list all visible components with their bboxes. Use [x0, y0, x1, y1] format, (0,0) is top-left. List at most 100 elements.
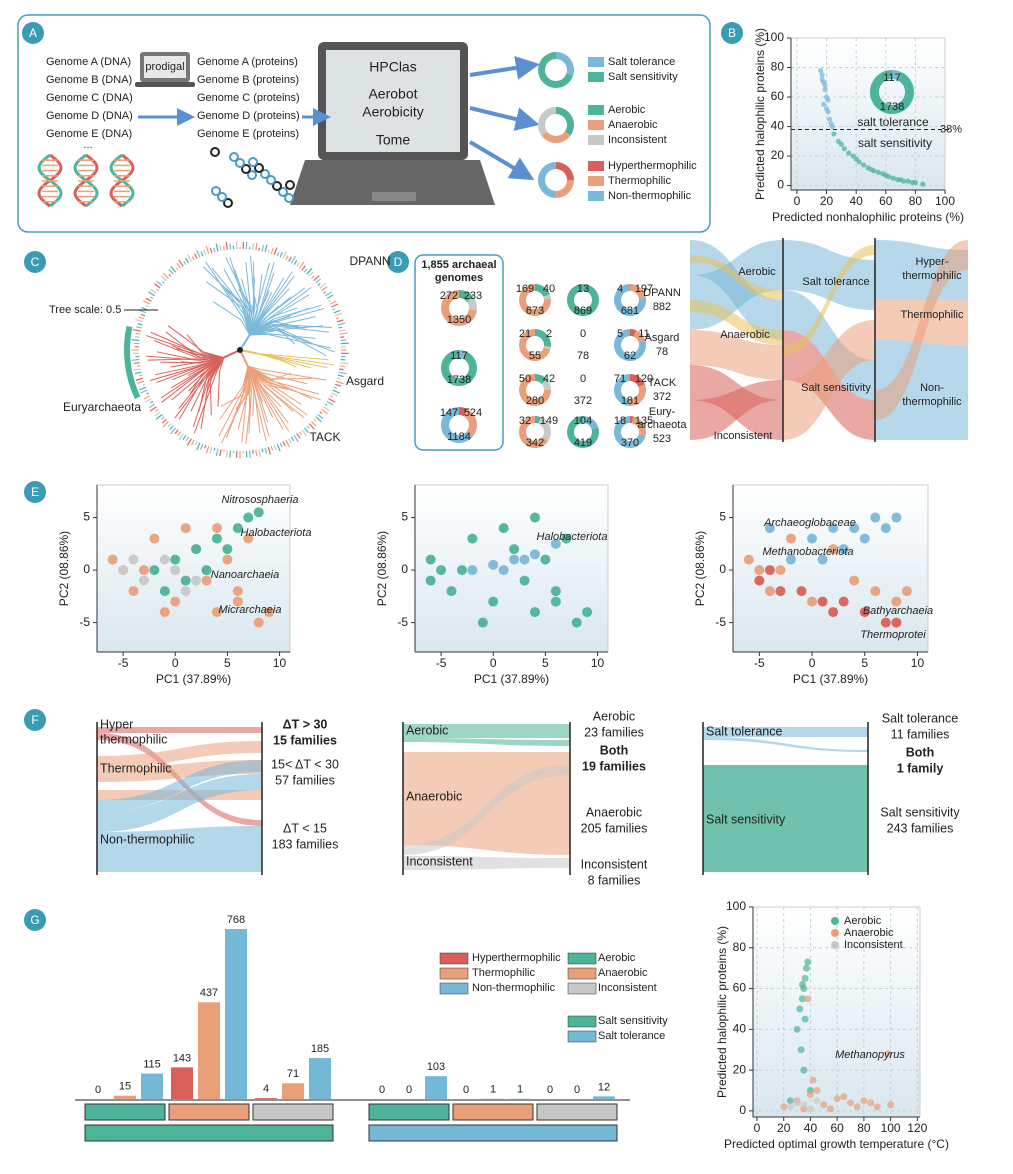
y-axis-label: Predicted halophilic proteins (%)	[715, 926, 729, 1098]
group-count: 523	[653, 433, 671, 445]
point	[797, 586, 807, 596]
ring-tick	[268, 250, 269, 253]
ring-tick	[131, 340, 139, 341]
donut-label: 117	[450, 350, 468, 362]
annotation: Thermoprotei	[860, 629, 926, 641]
point	[804, 995, 811, 1002]
y-axis-label: PC2 (08.86%)	[693, 531, 707, 606]
point	[191, 544, 201, 554]
point	[582, 607, 592, 617]
y-tick-label: 0	[719, 562, 726, 576]
node-label: Salt tolerance	[802, 276, 869, 288]
ring-tick	[157, 281, 163, 286]
x-axis-label: PC1 (37.89%)	[474, 672, 549, 686]
oxygen-group-box	[169, 1104, 249, 1120]
donut-label: 40	[543, 283, 555, 295]
point	[886, 174, 891, 179]
y-tick-label: 5	[719, 510, 726, 524]
ring-tick	[283, 441, 285, 446]
legend-label: Salt tolerance	[608, 56, 675, 68]
donut-label: 32	[519, 415, 531, 427]
ring-tick	[333, 390, 340, 393]
point	[129, 586, 139, 596]
donut-label: 104	[574, 415, 592, 427]
x-axis-label: Predicted nonhalophilic proteins (%)	[772, 210, 964, 224]
node-label: thermophilic	[100, 732, 167, 746]
x-tick-label: 100	[935, 194, 955, 208]
x-tick-label: 80	[909, 194, 923, 208]
ring-tick	[340, 363, 348, 364]
ring-tick	[325, 292, 331, 296]
box-title: 1,855 archaeal	[421, 259, 496, 271]
ring-tick	[150, 407, 156, 411]
point	[160, 586, 170, 596]
panel-label: E	[31, 485, 39, 499]
donut-label: 5	[617, 328, 623, 340]
ring-tick	[265, 448, 266, 454]
donut-label: 524	[464, 407, 482, 419]
ring-tick	[338, 323, 345, 325]
y-tick-label: 60	[733, 981, 747, 995]
x-tick-label: 60	[830, 1121, 844, 1135]
node-label: Thermophilic	[901, 309, 964, 321]
panel-label: F	[31, 713, 38, 727]
legend-label: Inconsistent	[608, 134, 667, 146]
point	[834, 1095, 841, 1102]
point	[851, 153, 856, 158]
donut-label: 869	[574, 305, 592, 317]
ring-tick	[177, 263, 181, 268]
point	[847, 1099, 854, 1106]
x-tick-label: 5	[542, 656, 549, 670]
legend-swatch	[588, 176, 604, 186]
genome-proteins: Genome D (proteins)	[197, 110, 300, 122]
donut-label: 1350	[447, 314, 471, 326]
ring-tick	[330, 301, 336, 304]
x-tick-label: 60	[879, 194, 893, 208]
point	[520, 576, 530, 586]
ring-tick	[304, 428, 308, 433]
point	[820, 1101, 827, 1108]
genome-proteins: Genome A (proteins)	[197, 56, 298, 68]
point	[787, 1103, 794, 1110]
node-label: Both	[600, 743, 628, 757]
ellipsis: ...	[83, 139, 92, 151]
point	[839, 597, 849, 607]
genome-proteins: Genome E (proteins)	[197, 128, 299, 140]
ring-tick	[341, 340, 347, 341]
legend-label: Salt sensitivity	[608, 71, 678, 83]
point	[108, 555, 118, 565]
point	[181, 523, 191, 533]
ring-tick	[201, 444, 203, 450]
node-label: Thermophilic	[100, 761, 172, 775]
model-label: Aerobot	[368, 86, 417, 102]
point	[827, 1105, 834, 1112]
point	[895, 177, 900, 182]
legend-label: Hyperthermophilic	[472, 952, 561, 964]
ring-tick	[286, 256, 288, 260]
node-label: 57 families	[275, 773, 335, 787]
point	[765, 586, 775, 596]
ring-tick	[178, 432, 181, 436]
ring-tick	[318, 284, 320, 286]
x-tick-label: 120	[907, 1121, 927, 1135]
ring-tick	[214, 448, 215, 451]
ring-tick	[291, 256, 295, 263]
ring-tick	[322, 287, 327, 291]
donut-label: 78	[577, 350, 589, 362]
x-tick-label: 0	[172, 656, 179, 670]
ring-tick	[145, 399, 152, 403]
ring-tick	[340, 366, 345, 367]
point	[807, 597, 817, 607]
ring-tick	[176, 268, 178, 271]
y-axis-label: PC2 (08.86%)	[375, 531, 389, 606]
node-label: Non-	[920, 382, 944, 394]
ring-tick	[329, 399, 336, 403]
node-label: 243 families	[887, 821, 954, 835]
donut-label: 18	[614, 415, 626, 427]
ring-tick	[145, 306, 148, 307]
ring-tick	[210, 248, 211, 253]
ring-tick	[280, 443, 282, 447]
ring-tick	[299, 432, 301, 435]
ring-tick	[135, 372, 142, 373]
annotation: Archaeoglobaceae	[763, 517, 856, 529]
